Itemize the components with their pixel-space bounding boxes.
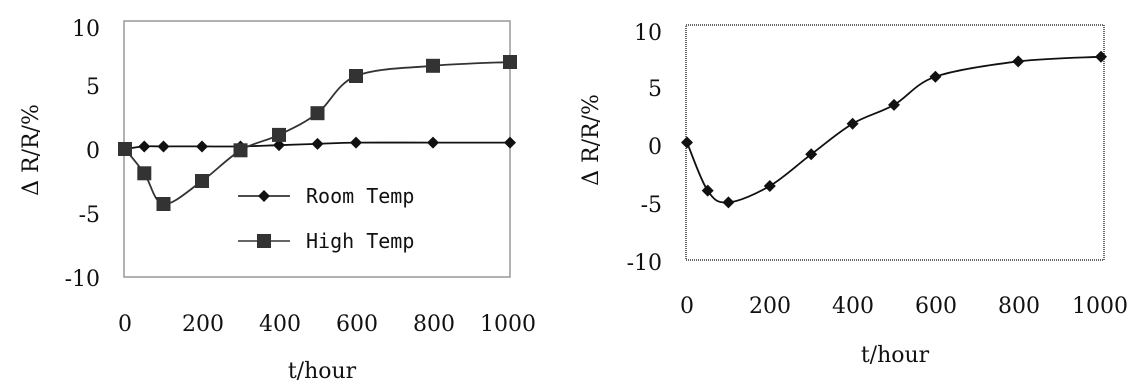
x-axis-title-right: t/hour <box>861 343 930 368</box>
x-tick-label: 600 <box>915 294 957 319</box>
y-axis-title-right: Δ R/R/% <box>579 94 604 186</box>
data-point-high-temp <box>234 143 248 157</box>
y-tick-label: -10 <box>627 251 662 276</box>
y-tick-label: -10 <box>65 267 100 292</box>
y-tick-label: -5 <box>641 193 662 218</box>
y-ticks-left: 10 5 0 -5 -10 <box>65 17 100 292</box>
legend-marker-room-temp <box>258 190 270 202</box>
x-tick-label: 400 <box>259 312 301 337</box>
y-axis-title-left: Δ R/R/% <box>19 104 44 196</box>
y-ticks-right: 10 5 0 -5 -10 <box>627 21 662 276</box>
chart-left: 10 5 0 -5 -10 0 200 400 600 800 1000 t/h… <box>19 17 536 383</box>
data-point-room-temp <box>158 140 170 152</box>
data-point-series-1 <box>888 99 900 111</box>
data-point-high-temp <box>272 128 286 142</box>
data-point-series-1 <box>764 180 776 192</box>
data-point-high-temp <box>426 59 440 73</box>
x-tick-label: 0 <box>680 294 694 319</box>
x-tick-label: 400 <box>832 294 874 319</box>
data-point-high-temp <box>311 106 325 120</box>
x-tick-label: 200 <box>182 312 224 337</box>
series-group-right <box>681 51 1107 209</box>
y-tick-label: 5 <box>86 75 100 100</box>
data-point-high-temp <box>137 166 151 180</box>
x-tick-label: 0 <box>118 312 132 337</box>
chart-right: 10 5 0 -5 -10 0 200 400 600 800 1000 t/h… <box>579 21 1128 368</box>
data-point-high-temp <box>195 174 209 188</box>
series-line-high-temp <box>125 62 510 204</box>
legend: Room Temp High Temp <box>238 184 414 253</box>
series-line-series-1 <box>687 57 1101 203</box>
x-tick-label: 1000 <box>480 312 536 337</box>
data-point-high-temp <box>118 142 132 156</box>
y-tick-label: -5 <box>79 203 100 228</box>
data-point-room-temp <box>312 138 324 150</box>
legend-label-high-temp: High Temp <box>306 229 414 253</box>
x-tick-label: 800 <box>998 294 1040 319</box>
x-ticks-right: 0 200 400 600 800 1000 <box>680 294 1128 319</box>
data-point-series-1 <box>722 196 734 208</box>
x-ticks-left: 0 200 400 600 800 1000 <box>118 312 536 337</box>
data-point-high-temp <box>157 197 171 211</box>
data-point-room-temp <box>138 140 150 152</box>
y-tick-label: 10 <box>634 21 662 46</box>
data-point-room-temp <box>196 140 208 152</box>
data-point-high-temp <box>349 69 363 83</box>
y-tick-label: 0 <box>86 139 100 164</box>
data-point-series-1 <box>929 71 941 83</box>
data-point-room-temp <box>504 137 516 149</box>
data-point-series-1 <box>1012 55 1024 67</box>
x-tick-label: 200 <box>749 294 791 319</box>
data-point-room-temp <box>427 137 439 149</box>
x-tick-label: 1000 <box>1072 294 1128 319</box>
data-point-room-temp <box>350 137 362 149</box>
x-axis-title-left: t/hour <box>288 359 357 383</box>
data-point-high-temp <box>503 55 517 69</box>
legend-label-room-temp: Room Temp <box>306 184 414 208</box>
x-tick-label: 600 <box>336 312 378 337</box>
data-point-series-1 <box>847 118 859 130</box>
data-point-series-1 <box>1095 51 1107 63</box>
x-tick-label: 800 <box>413 312 455 337</box>
legend-marker-high-temp <box>257 234 271 248</box>
y-tick-label: 0 <box>648 135 662 160</box>
data-point-series-1 <box>681 137 693 149</box>
y-tick-label: 5 <box>648 77 662 102</box>
y-tick-label: 10 <box>72 17 100 42</box>
